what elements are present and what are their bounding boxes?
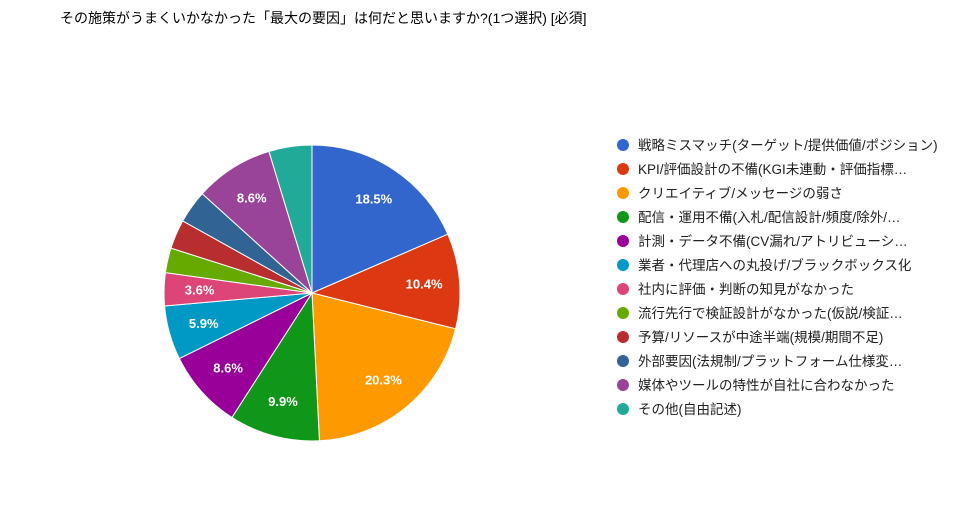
legend-item: 配信・運用不備(入札/配信設計/頻度/除外/… xyxy=(617,209,962,226)
legend-label: 媒体やツールの特性が自社に合わなかった xyxy=(638,378,895,393)
legend-item: 流行先行で検証設計がなかった(仮説/検証… xyxy=(617,305,962,322)
legend-item: 外部要因(法規制/プラットフォーム仕様変… xyxy=(617,353,962,370)
legend-color-dot xyxy=(617,163,629,175)
pie-slice-percent-label: 18.5% xyxy=(355,192,392,207)
legend-item: 社内に評価・判断の知見がなかった xyxy=(617,281,962,298)
legend-item: 予算/リソースが中途半端(規模/期間不足) xyxy=(617,329,962,346)
legend-color-dot xyxy=(617,379,629,391)
legend-label: 業者・代理店への丸投げ/ブラックボックス化 xyxy=(638,258,912,273)
legend-label: 社内に評価・判断の知見がなかった xyxy=(638,282,854,297)
pie-slice[interactable] xyxy=(311,292,457,442)
chart-legend: 戦略ミスマッチ(ターゲット/提供価値/ポジション) KPI/評価設計の不備(KGI… xyxy=(617,137,962,425)
legend-item: その他(自由記述) xyxy=(617,401,962,418)
legend-color-dot xyxy=(617,355,629,367)
legend-color-dot xyxy=(617,211,629,223)
legend-item: 業者・代理店への丸投げ/ブラックボックス化 xyxy=(617,257,962,274)
legend-color-dot xyxy=(617,187,629,199)
legend-color-dot xyxy=(617,283,629,295)
pie-chart: 18.5% 10.4% 20.3% 9.9% 8.6% 5.9% 3.6% 8.6% xyxy=(163,144,461,442)
legend-label: 流行先行で検証設計がなかった(仮説/検証… xyxy=(638,306,903,321)
pie-slice-percent-label: 8.6% xyxy=(213,360,243,375)
pie-slice-percent-label: 9.9% xyxy=(268,394,298,409)
pie-slice-percent-label: 10.4% xyxy=(406,276,443,291)
legend-color-dot xyxy=(617,235,629,247)
legend-color-dot xyxy=(617,259,629,271)
pie-slice-percent-label: 5.9% xyxy=(189,316,219,331)
legend-label: 戦略ミスマッチ(ターゲット/提供価値/ポジション) xyxy=(638,138,938,153)
legend-item: 計測・データ不備(CV漏れ/アトリビューシ… xyxy=(617,233,962,250)
legend-color-dot xyxy=(617,139,629,151)
legend-color-dot xyxy=(617,331,629,343)
pie-slice-percent-label: 3.6% xyxy=(185,283,215,298)
legend-label: その他(自由記述) xyxy=(638,402,742,417)
legend-color-dot xyxy=(617,403,629,415)
legend-label: KPI/評価設計の不備(KGI未連動・評価指標… xyxy=(638,162,908,177)
legend-label: クリエイティブ/メッセージの弱さ xyxy=(638,186,843,201)
legend-item: KPI/評価設計の不備(KGI未連動・評価指標… xyxy=(617,161,962,178)
chart-title: その施策がうまくいかなかった「最大の要因」は何だと思いますか?(1つ選択) [必… xyxy=(60,10,587,26)
legend-label: 外部要因(法規制/プラットフォーム仕様変… xyxy=(638,354,903,369)
pie-slice[interactable] xyxy=(231,291,320,442)
pie-chart-area: 18.5% 10.4% 20.3% 9.9% 8.6% 5.9% 3.6% 8.6% xyxy=(162,143,462,443)
legend-item: 戦略ミスマッチ(ターゲット/提供価値/ポジション) xyxy=(617,137,962,154)
legend-label: 計測・データ不備(CV漏れ/アトリビューシ… xyxy=(638,234,908,249)
legend-label: 配信・運用不備(入札/配信設計/頻度/除外/… xyxy=(638,210,901,225)
pie-slice[interactable] xyxy=(268,144,313,294)
legend-item: クリエイティブ/メッセージの弱さ xyxy=(617,185,962,202)
pie-slice[interactable] xyxy=(310,233,461,330)
pie-slice-percent-label: 8.6% xyxy=(237,191,267,206)
legend-color-dot xyxy=(617,307,629,319)
legend-item: 媒体やツールの特性が自社に合わなかった xyxy=(617,377,962,394)
legend-label: 予算/リソースが中途半端(規模/期間不足) xyxy=(638,330,884,345)
pie-slice-percent-label: 20.3% xyxy=(365,372,402,387)
pie-slice[interactable] xyxy=(311,144,449,294)
